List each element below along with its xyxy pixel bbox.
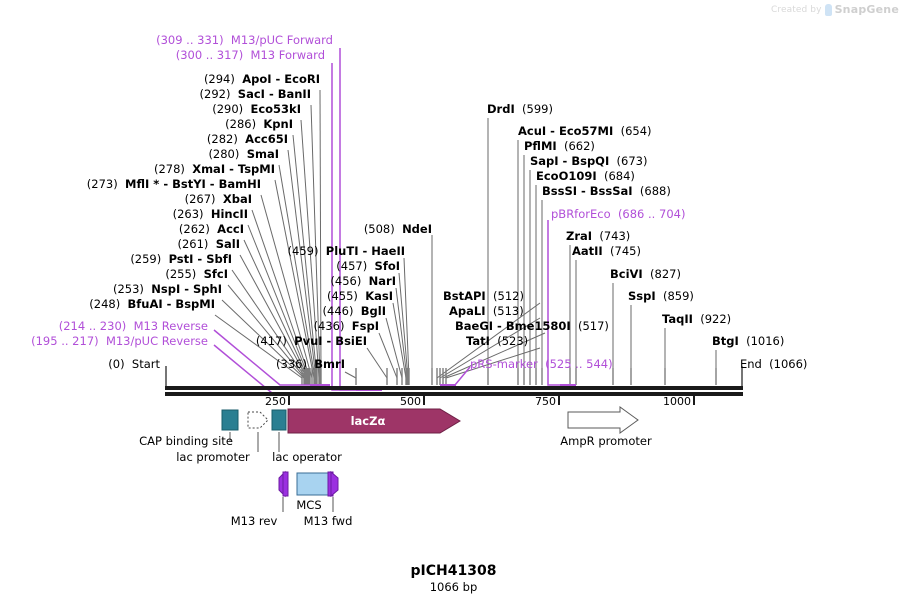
- site-label-aatii[interactable]: AatII (745): [572, 244, 641, 258]
- site-label-fspi[interactable]: (436) FspI: [313, 319, 379, 333]
- site-label-sapi-bspqi[interactable]: SapI - BspQI (673): [530, 154, 648, 168]
- feature-label-leaders: [229, 432, 280, 452]
- feature-label-lac-operator: lac operator: [272, 450, 342, 464]
- mcs-label-leaders: [282, 497, 334, 512]
- feature-label-lac-promoter: lac promoter: [176, 450, 250, 464]
- site-label-eco53ki[interactable]: (290) Eco53kI: [212, 102, 301, 116]
- leader-lines-right: [487, 118, 717, 378]
- feature-label-ampr-promoter: AmpR promoter: [560, 434, 652, 448]
- site-label-pbrforeco[interactable]: pBRforEco (686 .. 704): [551, 207, 686, 221]
- site-label-nspi-sphi[interactable]: (253) NspI - SphI: [113, 282, 222, 296]
- site-label-acui-eco57mi[interactable]: AcuI - Eco57MI (654): [518, 124, 652, 138]
- feature-label-cap-binding-site: CAP binding site: [139, 434, 233, 448]
- site-label-apoi-ecori[interactable]: (294) ApoI - EcoRI: [203, 72, 320, 86]
- watermark-brand: SnapGene: [834, 3, 899, 16]
- backbone-line-bottom: [165, 392, 743, 396]
- feature-ampr-promoter[interactable]: [567, 406, 639, 434]
- ruler-tick-250: 250: [265, 395, 286, 408]
- site-label-pluti-haeii[interactable]: (459) PluTI - HaeII: [287, 244, 405, 258]
- site-label-prs-marker[interactable]: pRS-marker (525 .. 544): [470, 357, 613, 371]
- ruler-tick-750: 750: [535, 395, 556, 408]
- site-label-apali[interactable]: ApaLI (513): [449, 304, 524, 318]
- feature-lacz-alpha[interactable]: [287, 408, 461, 434]
- end-label: End (1066): [740, 357, 808, 371]
- watermark-created-by: Created by: [771, 4, 822, 15]
- site-label-bcivi[interactable]: BciVI (827): [610, 267, 681, 281]
- site-label-xmai-tspmi[interactable]: (278) XmaI - TspMI: [153, 162, 275, 176]
- site-label-bstapi[interactable]: BstAPI (512): [443, 289, 524, 303]
- site-label-m13-reverse[interactable]: (214 .. 230) M13 Reverse: [58, 319, 208, 333]
- site-label-drdi[interactable]: DrdI (599): [487, 102, 553, 116]
- site-label-sspi[interactable]: SspI (859): [628, 289, 694, 303]
- site-label-kasi[interactable]: (455) KasI: [326, 289, 393, 303]
- site-label-acci[interactable]: (262) AccI: [178, 222, 244, 236]
- site-label-zrai[interactable]: ZraI (743): [566, 229, 631, 243]
- lacz-alpha-label: lacZα: [350, 414, 386, 428]
- plasmid-length-subtitle: 1066 bp: [429, 580, 478, 594]
- site-label-mfli-bstyi-bamhi[interactable]: (273) MflI * - BstYI - BamHI: [86, 177, 261, 191]
- site-label-ndei[interactable]: (508) NdeI: [363, 222, 432, 236]
- snapgene-watermark: Created by SnapGene: [771, 3, 899, 16]
- site-label-taqii[interactable]: TaqII (922): [662, 312, 732, 326]
- site-label-m13puc-forward[interactable]: (309 .. 331) M13/pUC Forward: [156, 33, 333, 47]
- site-label-acc65i[interactable]: (282) Acc65I: [206, 132, 288, 146]
- site-label-hincii[interactable]: (263) HincII: [172, 207, 248, 221]
- site-label-m13-forward[interactable]: (300 .. 317) M13 Forward: [175, 48, 325, 62]
- site-label-pvui-bsiei[interactable]: (417) PvuI - BsiEI: [255, 334, 367, 348]
- site-label-saci-banii[interactable]: (292) SacI - BanII: [199, 87, 311, 101]
- feature-label-m13-rev: M13 rev: [230, 514, 278, 528]
- site-label-smai[interactable]: (280) SmaI: [208, 147, 279, 161]
- leader-lines-left: [214, 89, 322, 379]
- cut-site-ticks: [301, 368, 717, 385]
- site-label-sfoi[interactable]: (457) SfoI: [336, 259, 400, 273]
- site-label-sali[interactable]: (261) SalI: [177, 237, 240, 251]
- site-label-nari[interactable]: (456) NarI: [330, 274, 396, 288]
- site-label-m13puc-reverse[interactable]: (195 .. 217) M13/pUC Reverse: [31, 334, 208, 348]
- feature-lac-operator[interactable]: [271, 409, 287, 431]
- feature-lac-promoter[interactable]: [247, 411, 269, 429]
- snapgene-logo-icon: [824, 3, 832, 16]
- site-label-bmri[interactable]: (336) BmrI: [276, 357, 345, 371]
- site-label-psti-sbfi[interactable]: (259) PstI - SbfI: [130, 252, 232, 266]
- feature-label-m13-fwd: M13 fwd: [303, 514, 353, 528]
- ruler-tick-500: 500: [400, 395, 421, 408]
- site-label-bsssi-bsssai[interactable]: BssSI - BssSaI (688): [542, 184, 671, 198]
- ruler-tick-1000: 1000: [663, 395, 691, 408]
- site-label-tati[interactable]: TatI (523): [466, 334, 529, 348]
- feature-label-mcs: MCS: [296, 498, 322, 512]
- site-label-bgli[interactable]: (446) BglI: [322, 304, 386, 318]
- site-label-ecoo109i[interactable]: EcoO109I (684): [536, 169, 635, 183]
- ruler-ticks: [288, 396, 695, 405]
- site-label-kpni[interactable]: (286) KpnI: [225, 117, 293, 131]
- site-label-xbai[interactable]: (267) XbaI: [184, 192, 252, 206]
- leader-lines-middle: [344, 235, 433, 379]
- site-label-btgi[interactable]: BtgI (1016): [712, 334, 785, 348]
- site-label-bfuai-bspmi[interactable]: (248) BfuAI - BspMI: [89, 297, 215, 311]
- backbone-line-top: [165, 386, 743, 390]
- feature-cap-binding-site[interactable]: [221, 409, 239, 431]
- site-label-baegi-bme1580i[interactable]: BaeGI - Bme1580I (517): [455, 319, 609, 333]
- feature-m13-fwd-primer[interactable]: [330, 470, 339, 498]
- site-label-pflmi[interactable]: PflMI (662): [524, 139, 595, 153]
- start-label: (0) Start: [108, 357, 160, 371]
- plasmid-name-title: pICH41308: [410, 563, 497, 579]
- feature-m13-rev-body[interactable]: [282, 471, 289, 497]
- site-label-sfci[interactable]: (255) SfcI: [165, 267, 228, 281]
